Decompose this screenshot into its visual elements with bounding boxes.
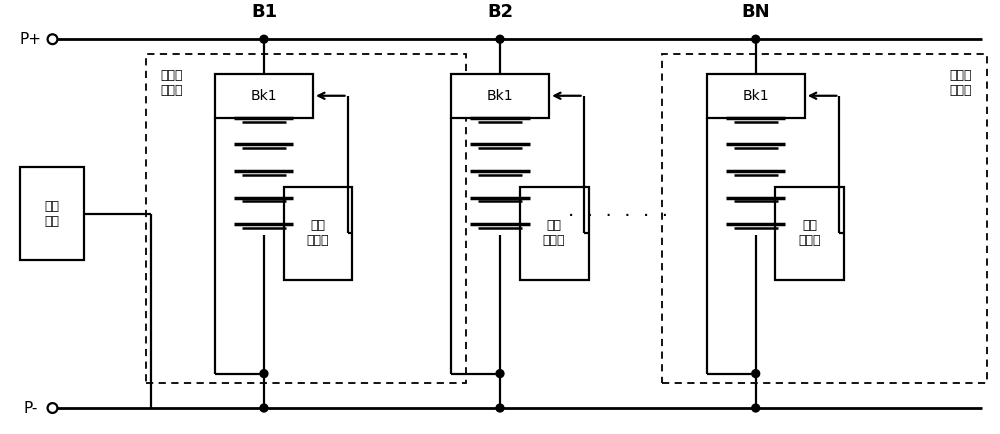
Circle shape (496, 404, 504, 412)
Text: Bk1: Bk1 (487, 89, 513, 103)
Text: 支线
控制器: 支线 控制器 (543, 220, 565, 247)
Bar (707, 74, 805, 118)
Text: 支线
控制器: 支线 控制器 (799, 220, 821, 247)
Bar (520, 187, 589, 280)
Circle shape (260, 35, 268, 43)
Circle shape (260, 404, 268, 412)
Text: 支线控
制单元: 支线控 制单元 (950, 69, 972, 97)
Circle shape (752, 404, 760, 412)
Text: P-: P- (24, 401, 38, 415)
Text: 主控
制器: 主控 制器 (45, 200, 60, 228)
Text: P+: P+ (20, 32, 42, 47)
Text: BN: BN (741, 3, 770, 21)
Bar (284, 187, 352, 280)
Text: 支线
控制器: 支线 控制器 (307, 220, 329, 247)
Bar (215, 74, 313, 118)
Text: Bk1: Bk1 (742, 89, 769, 103)
Circle shape (752, 35, 760, 43)
Circle shape (48, 34, 57, 44)
Bar (775, 187, 844, 280)
Text: B2: B2 (487, 3, 513, 21)
Circle shape (496, 35, 504, 43)
Circle shape (260, 370, 268, 378)
Text: Bk1: Bk1 (251, 89, 277, 103)
Bar (451, 74, 549, 118)
Bar (146, 54, 466, 383)
Circle shape (752, 370, 760, 378)
Bar (20, 167, 84, 260)
Circle shape (496, 370, 504, 378)
Text: ·  ·  ·  ·  ·  ·: · · · · · · (568, 207, 668, 226)
Circle shape (48, 403, 57, 413)
Text: 支线控
制单元: 支线控 制单元 (161, 69, 183, 97)
Text: B1: B1 (251, 3, 277, 21)
Bar (662, 54, 987, 383)
